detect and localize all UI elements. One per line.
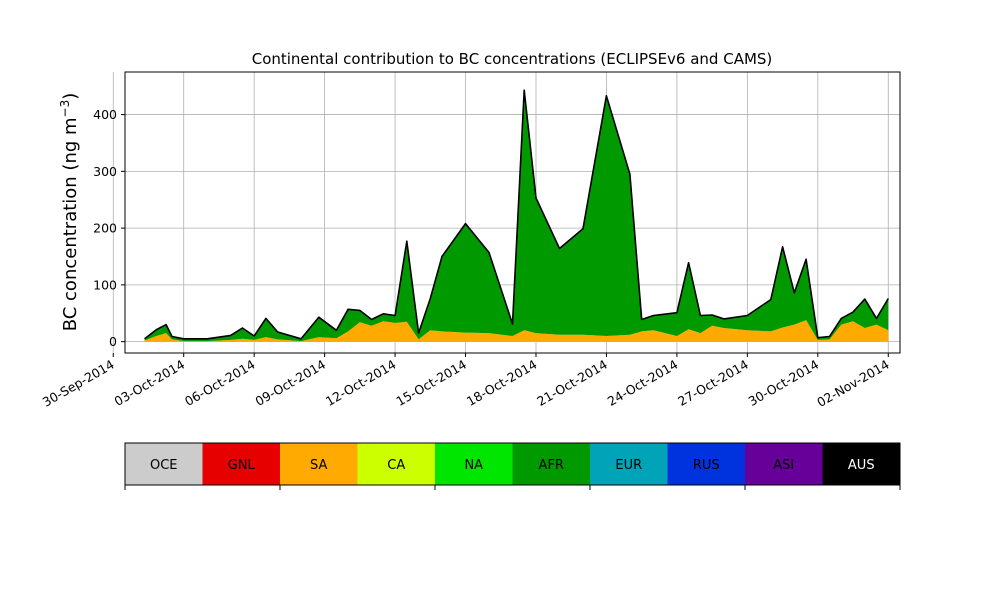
y-tick-label: 200 bbox=[93, 221, 117, 236]
colorbar-legend: OCE GNL SA CA NA AFR EUR RUS ASI AUS bbox=[124, 442, 901, 490]
legend-label-gnl: GNL bbox=[228, 458, 256, 473]
x-tick-label: 18-Oct-2014 bbox=[464, 357, 540, 409]
y-tick-label: 100 bbox=[93, 277, 117, 292]
legend-swatch-asi bbox=[745, 443, 823, 485]
legend-swatch-sa bbox=[280, 443, 358, 485]
x-tick-label: 12-Oct-2014 bbox=[323, 357, 399, 409]
x-tick-label: 24-Oct-2014 bbox=[605, 357, 681, 409]
y-axis-label-exponent: −3 bbox=[58, 100, 72, 118]
area-sa bbox=[144, 320, 889, 342]
x-tick-label: 21-Oct-2014 bbox=[534, 357, 610, 409]
area-afr bbox=[144, 91, 889, 342]
legend-frame bbox=[124, 442, 901, 486]
y-tick-label: 0 bbox=[109, 334, 117, 349]
x-tick-label: 30-Oct-2014 bbox=[746, 357, 822, 409]
x-tick-label: 03-Oct-2014 bbox=[112, 357, 188, 409]
x-tick-label: 30-Sep-2014 bbox=[40, 357, 117, 410]
legend-label-afr: AFR bbox=[539, 458, 564, 473]
legend-label-eur: EUR bbox=[615, 458, 642, 473]
legend-swatch-gnl bbox=[202, 443, 281, 485]
x-tick-label: 15-Oct-2014 bbox=[393, 357, 469, 409]
x-tick-label: 06-Oct-2014 bbox=[182, 357, 258, 409]
legend-swatch-afr bbox=[512, 443, 591, 485]
total-line bbox=[144, 89, 889, 340]
legend-label-oce: OCE bbox=[150, 458, 178, 473]
legend-swatch-oce bbox=[125, 443, 203, 485]
legend-label-sa: SA bbox=[310, 458, 327, 473]
x-tick-label: 02-Nov-2014 bbox=[814, 357, 892, 410]
legend-label-ca: CA bbox=[387, 458, 405, 473]
legend-swatch-eur bbox=[590, 443, 668, 485]
plot-frame bbox=[124, 71, 901, 354]
y-axis-label-close: ) bbox=[60, 93, 81, 100]
y-tick-label: 400 bbox=[93, 107, 117, 122]
x-axis-ticks: 30-Sep-201403-Oct-201406-Oct-201409-Oct-… bbox=[40, 353, 892, 410]
legend-label-asi: ASI bbox=[773, 458, 794, 473]
legend-swatch-rus bbox=[667, 443, 746, 485]
stacked-areas bbox=[144, 90, 889, 342]
x-tick-label: 27-Oct-2014 bbox=[675, 357, 751, 409]
chart-title: Continental contribution to BC concentra… bbox=[252, 50, 773, 68]
y-axis-ticks: 0 100 200 300 400 bbox=[93, 107, 125, 349]
legend-swatch-aus bbox=[822, 443, 901, 485]
y-axis-label-main: BC concentration (ng m bbox=[60, 117, 81, 331]
legend-swatch-ca bbox=[357, 443, 436, 485]
y-axis-label: BC concentration (ng m−3) bbox=[58, 93, 81, 332]
legend-swatch-na bbox=[435, 443, 513, 485]
y-tick-label: 300 bbox=[93, 164, 117, 179]
total-concentration-line bbox=[144, 89, 889, 340]
legend-label-na: NA bbox=[464, 458, 483, 473]
legend-label-rus: RUS bbox=[693, 458, 720, 473]
x-tick-label: 09-Oct-2014 bbox=[252, 357, 328, 409]
legend-label-aus: AUS bbox=[848, 458, 875, 473]
